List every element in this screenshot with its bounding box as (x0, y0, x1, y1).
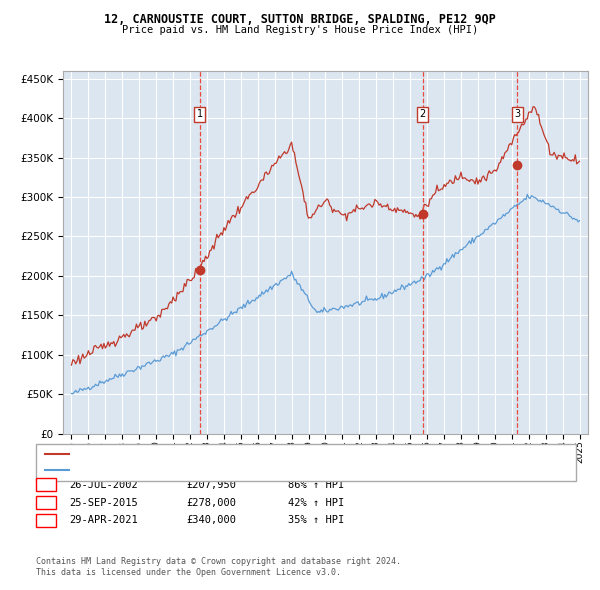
Text: £340,000: £340,000 (186, 516, 236, 525)
Text: 1: 1 (43, 480, 49, 490)
Text: 3: 3 (43, 516, 49, 525)
Text: 12, CARNOUSTIE COURT, SUTTON BRIDGE, SPALDING, PE12 9QP: 12, CARNOUSTIE COURT, SUTTON BRIDGE, SPA… (104, 13, 496, 26)
Text: 25-SEP-2015: 25-SEP-2015 (69, 498, 138, 507)
Text: 29-APR-2021: 29-APR-2021 (69, 516, 138, 525)
Text: Contains HM Land Registry data © Crown copyright and database right 2024.: Contains HM Land Registry data © Crown c… (36, 558, 401, 566)
Text: 35% ↑ HPI: 35% ↑ HPI (288, 516, 344, 525)
Text: 2: 2 (419, 109, 425, 119)
Text: Price paid vs. HM Land Registry's House Price Index (HPI): Price paid vs. HM Land Registry's House … (122, 25, 478, 35)
Text: 26-JUL-2002: 26-JUL-2002 (69, 480, 138, 490)
Text: HPI: Average price, detached house, South Holland: HPI: Average price, detached house, Sout… (72, 466, 354, 475)
Text: 3: 3 (514, 109, 520, 119)
Text: 86% ↑ HPI: 86% ↑ HPI (288, 480, 344, 490)
Text: 42% ↑ HPI: 42% ↑ HPI (288, 498, 344, 507)
Text: 2: 2 (43, 498, 49, 507)
Text: 1: 1 (197, 109, 203, 119)
Text: £278,000: £278,000 (186, 498, 236, 507)
Text: This data is licensed under the Open Government Licence v3.0.: This data is licensed under the Open Gov… (36, 568, 341, 577)
Text: 12, CARNOUSTIE COURT, SUTTON BRIDGE, SPALDING, PE12 9QP (detached house): 12, CARNOUSTIE COURT, SUTTON BRIDGE, SPA… (72, 450, 486, 458)
Text: £207,950: £207,950 (186, 480, 236, 490)
